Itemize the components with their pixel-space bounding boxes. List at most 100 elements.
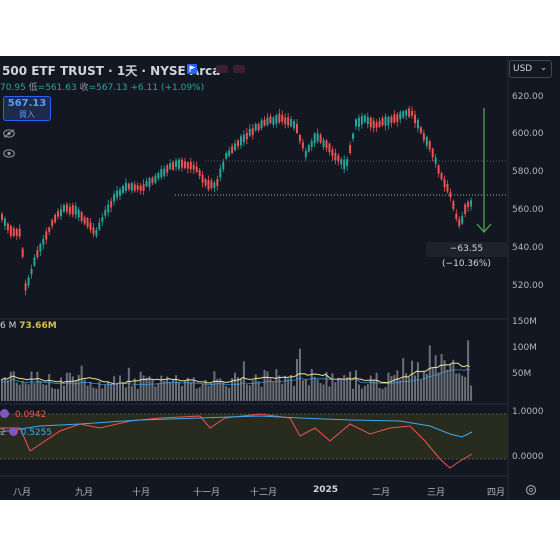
volume-bar bbox=[467, 340, 470, 401]
candle-body bbox=[251, 128, 254, 136]
volume-bar bbox=[328, 386, 331, 401]
candle-body bbox=[372, 120, 375, 129]
flag-icon[interactable] bbox=[187, 64, 197, 74]
candle-body bbox=[461, 215, 464, 224]
price-axis-tick: 540.00 bbox=[512, 243, 544, 253]
volume-bar bbox=[446, 369, 449, 401]
candle-body bbox=[139, 185, 142, 191]
eye-icon[interactable] bbox=[3, 149, 15, 158]
candle-body bbox=[328, 143, 331, 152]
candle-body bbox=[399, 112, 402, 120]
volume-bar bbox=[346, 377, 349, 401]
candle-body bbox=[80, 212, 83, 221]
candle-body bbox=[175, 160, 178, 168]
volume-bar bbox=[464, 376, 467, 401]
volume-bar bbox=[310, 369, 313, 401]
eye-icon[interactable] bbox=[3, 129, 15, 138]
volume-bar bbox=[189, 381, 192, 401]
volume-bar bbox=[234, 372, 237, 401]
candle-body bbox=[51, 220, 54, 226]
candle-body bbox=[419, 127, 422, 134]
candle-body bbox=[98, 222, 101, 230]
volume-bar bbox=[130, 386, 133, 401]
candle-body bbox=[222, 161, 225, 170]
volume-bar bbox=[113, 376, 116, 401]
candle-body bbox=[464, 204, 467, 214]
candle-body bbox=[349, 145, 352, 154]
chart-canvas[interactable] bbox=[0, 56, 560, 500]
candle-body bbox=[119, 189, 121, 196]
volume-bar bbox=[186, 377, 189, 401]
volume-bar bbox=[98, 381, 101, 401]
chart-window[interactable]: 500 ETF TRUST · 1天 · NYSE Arca 70.95 低=5… bbox=[0, 56, 560, 500]
candle-body bbox=[213, 182, 216, 188]
volume-legend: 6 M 73.66M bbox=[0, 321, 57, 331]
chart-title[interactable]: 500 ETF TRUST · 1天 · NYSE Arca bbox=[2, 64, 221, 78]
indicator-red-line bbox=[0, 413, 473, 469]
volume-bar bbox=[405, 373, 408, 401]
volume-bar bbox=[48, 374, 51, 401]
price-axis-tick: 560.00 bbox=[512, 205, 544, 215]
indicator-icon[interactable] bbox=[8, 427, 18, 436]
volume-bar bbox=[419, 380, 422, 401]
indicator-legend-2: 2 0.5255 bbox=[0, 427, 52, 438]
candle-body bbox=[33, 257, 36, 266]
volume-axis-tick: 50M bbox=[512, 369, 532, 379]
candle-body bbox=[86, 218, 89, 227]
indicator-icon[interactable] bbox=[0, 409, 9, 418]
currency-select[interactable]: USD ⌄ bbox=[509, 60, 552, 78]
buy-button[interactable]: 567.13 買入 bbox=[3, 96, 51, 121]
candle-body bbox=[207, 180, 210, 190]
volume-bar bbox=[360, 388, 363, 401]
candle-body bbox=[275, 115, 278, 124]
volume-bar bbox=[3, 377, 6, 401]
volume-bar bbox=[204, 379, 207, 401]
candle-body bbox=[440, 173, 443, 180]
volume-bar bbox=[110, 384, 113, 401]
candle-body bbox=[360, 116, 363, 125]
volume-bars bbox=[1, 340, 473, 401]
candle-body bbox=[145, 181, 148, 187]
candle-body bbox=[408, 108, 411, 117]
candle-body bbox=[166, 165, 169, 173]
change-value: +6.11 (+1.09%) bbox=[130, 83, 205, 93]
volume-bar bbox=[340, 380, 343, 401]
candle-body bbox=[263, 119, 266, 126]
volume-bar bbox=[399, 379, 402, 401]
volume-bar bbox=[80, 365, 83, 401]
candle-body bbox=[393, 114, 396, 123]
volume-bar bbox=[343, 375, 346, 401]
candle-body bbox=[198, 170, 201, 177]
volume-bar bbox=[272, 381, 275, 401]
candle-body bbox=[375, 122, 378, 128]
indicator-axis-tick: 0.0000 bbox=[512, 452, 544, 462]
candle-body bbox=[355, 119, 357, 127]
volume-bar bbox=[231, 378, 234, 401]
candlestick-series bbox=[1, 106, 473, 296]
volume-bar bbox=[71, 376, 74, 401]
volume-bar bbox=[440, 354, 443, 401]
volume-bar bbox=[68, 372, 71, 401]
volume-bar bbox=[121, 382, 124, 401]
market-status-icon[interactable] bbox=[216, 65, 245, 75]
candle-body bbox=[322, 140, 325, 147]
candle-body bbox=[116, 190, 119, 198]
volume-bar bbox=[228, 387, 231, 401]
candle-body bbox=[60, 208, 62, 217]
candle-body bbox=[272, 117, 275, 125]
candle-body bbox=[89, 222, 92, 230]
volume-bar bbox=[334, 382, 337, 401]
gear-icon[interactable] bbox=[525, 484, 537, 496]
candle-body bbox=[157, 172, 160, 179]
candle-body bbox=[390, 116, 393, 123]
candle-body bbox=[121, 185, 124, 193]
volume-bar bbox=[83, 379, 86, 401]
candle-body bbox=[319, 135, 322, 143]
candle-body bbox=[281, 114, 284, 122]
candle-body bbox=[12, 228, 15, 236]
volume-bar bbox=[443, 360, 446, 401]
candle-body bbox=[470, 200, 473, 207]
volume-bar bbox=[192, 377, 195, 401]
candle-body bbox=[307, 145, 310, 152]
candle-body bbox=[36, 250, 39, 258]
